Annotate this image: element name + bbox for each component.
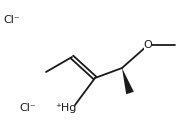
Text: Cl⁻: Cl⁻ [4,15,20,25]
Text: Cl⁻: Cl⁻ [20,103,36,113]
Polygon shape [122,68,134,94]
Text: O: O [144,40,152,50]
Text: ⁺Hg: ⁺Hg [55,103,76,113]
